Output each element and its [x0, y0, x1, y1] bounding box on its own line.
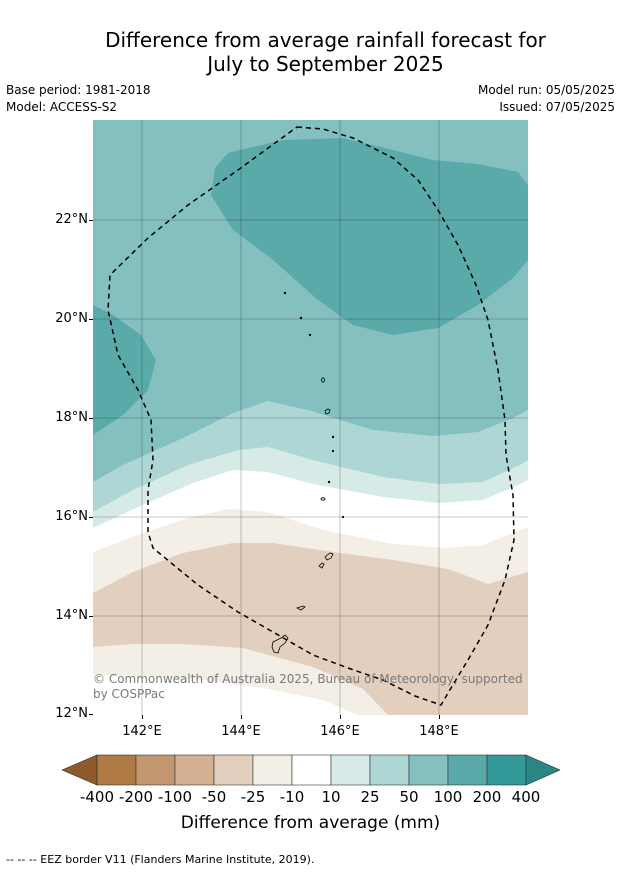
cbar-label-1: -200: [118, 788, 154, 806]
colorbar-segment: [447, 754, 488, 786]
cbar-label-6: 10: [321, 788, 341, 806]
rainfall-map: [93, 120, 528, 715]
cbar-label-0: -400: [79, 788, 115, 806]
graticule: [93, 120, 528, 715]
lon-label-142e: 142°E: [122, 724, 162, 739]
band-neutral-south: [93, 675, 358, 715]
islands: [271, 291, 345, 654]
band-100-200-north: [211, 138, 528, 335]
copyright-credit: © Commonwealth of Australia 2025, Bureau…: [93, 672, 523, 701]
model-run: Model run: 05/05/2025: [477, 83, 615, 97]
lat-label-12n: 12°N: [55, 706, 88, 721]
title-line-2: July to September 2025: [207, 52, 444, 76]
colorbar-segment: [174, 754, 215, 786]
colorbar-segment: [330, 754, 371, 786]
band-100-200-west: [93, 305, 156, 435]
colorbar-arrow-high: [525, 754, 560, 786]
lon-label-148e: 148°E: [419, 724, 459, 739]
lat-label-18n: 18°N: [55, 410, 88, 425]
meta-left: Base period: 1981-2018 Model: ACCESS-S2: [6, 82, 151, 116]
colorbar-arrow-low: [61, 754, 98, 786]
issued-date: Issued: 07/05/2025: [499, 100, 615, 114]
base-period: Base period: 1981-2018: [6, 83, 151, 97]
map-title: Difference from average rainfall forecas…: [0, 28, 621, 76]
colorbar: [61, 754, 560, 786]
lat-label-14n: 14°N: [55, 608, 88, 623]
lat-label-16n: 16°N: [55, 509, 88, 524]
cbar-label-4: -25: [240, 788, 266, 806]
colorbar-segment: [408, 754, 449, 786]
colorbar-segment: [291, 754, 332, 786]
eez-footnote: -- -- -- EEZ border V11 (Flanders Marine…: [6, 853, 315, 866]
colorbar-title: Difference from average (mm): [180, 813, 441, 833]
colorbar-segment: [213, 754, 254, 786]
eez-border: [107, 126, 515, 706]
colorbar-segment: [369, 754, 410, 786]
cbar-label-3: -50: [201, 788, 227, 806]
lat-label-22n: 22°N: [55, 212, 88, 227]
model-name: Model: ACCESS-S2: [6, 100, 118, 114]
cbar-label-7: 25: [360, 788, 380, 806]
cbar-label-5: -10: [279, 788, 305, 806]
lon-label-146e: 146°E: [320, 724, 360, 739]
cbar-label-8: 50: [399, 788, 419, 806]
title-line-1: Difference from average rainfall forecas…: [105, 28, 546, 52]
lon-label-144e: 144°E: [221, 724, 261, 739]
cbar-label-11: 400: [511, 788, 541, 806]
lat-label-20n: 20°N: [55, 311, 88, 326]
meta-right: Model run: 05/05/2025 Issued: 07/05/2025: [478, 82, 615, 116]
colorbar-segment: [486, 754, 527, 786]
cbar-label-9: 100: [433, 788, 463, 806]
cbar-label-2: -100: [157, 788, 193, 806]
cbar-label-10: 200: [472, 788, 502, 806]
colorbar-segment: [135, 754, 176, 786]
colorbar-segment: [96, 754, 137, 786]
colorbar-segment: [252, 754, 293, 786]
